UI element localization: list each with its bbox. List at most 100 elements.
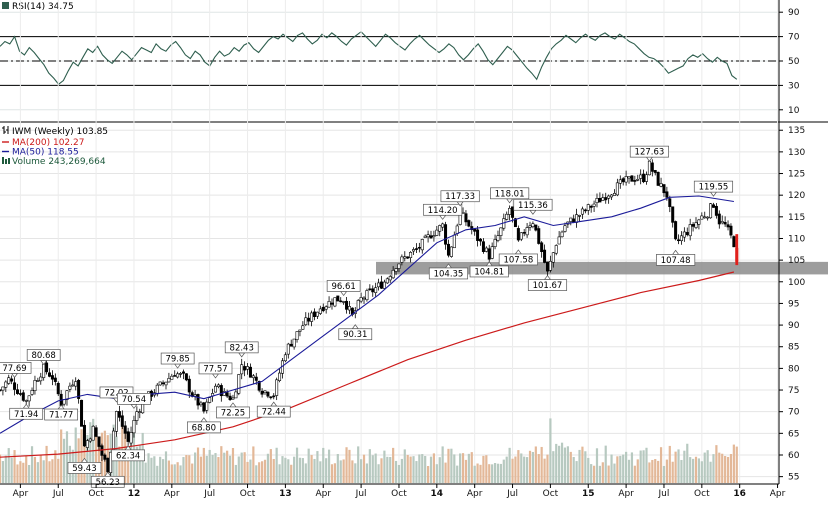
volume-bar (144, 462, 147, 483)
callout-box (428, 267, 469, 280)
candle-body (356, 300, 360, 310)
volume-bar (424, 455, 427, 483)
callout-box (629, 145, 669, 158)
candle-body (711, 204, 715, 208)
candle-body (429, 235, 433, 239)
candle-body (633, 180, 637, 182)
candle-body (694, 222, 698, 228)
candle-body (114, 411, 118, 432)
candle-body (27, 395, 31, 402)
candle-body (449, 246, 453, 257)
candle-body (0, 389, 2, 392)
candle-body (595, 198, 599, 204)
candle-body (278, 372, 282, 381)
volume-bar (223, 452, 226, 483)
volume-bar (354, 463, 357, 483)
volume-bar (351, 460, 354, 483)
rsi-y-tick-label: 10 (788, 106, 800, 116)
volume-bar (339, 460, 342, 483)
candle-body (671, 206, 675, 223)
volume-bar (415, 461, 418, 483)
volume-bar (226, 450, 229, 483)
volume-bar (182, 457, 185, 483)
callout-label: 77.69 (2, 364, 26, 374)
candle-body (557, 236, 561, 245)
volume-bar (129, 442, 133, 483)
volume-bar (392, 447, 395, 483)
candle-body (231, 397, 235, 400)
volume-bar (179, 465, 182, 483)
candle-body (467, 220, 471, 227)
price-y-tick-label: 60 (788, 451, 800, 461)
volume-bar (196, 447, 200, 483)
legend-swatch (2, 157, 4, 164)
volume-bar (508, 447, 511, 483)
volume-bar (467, 453, 470, 483)
callout-box (99, 386, 134, 399)
callout-label: 72.44 (262, 408, 286, 418)
candle-body (80, 399, 84, 427)
candle-body (677, 239, 681, 242)
volume-bar (537, 454, 540, 483)
volume-bar (683, 450, 686, 483)
callout-label: 107.58 (503, 255, 533, 265)
price-callout: 104.35 (428, 263, 469, 280)
volume-bar (173, 464, 176, 483)
volume-bar (138, 445, 141, 483)
volume-bar (42, 460, 45, 483)
price-callout: 117.33 (440, 190, 480, 207)
volume-bar (552, 451, 555, 483)
volume-bar (520, 453, 523, 483)
price-callout: 115.36 (513, 198, 553, 215)
candle-body (679, 235, 683, 242)
candle-body (644, 174, 648, 182)
candle-body (117, 411, 121, 418)
volume-bar (48, 461, 51, 483)
volume-bar (549, 418, 552, 483)
callout-label: 104.81 (474, 267, 504, 277)
candle-body (88, 438, 92, 442)
rsi-label: RSI(14) (12, 2, 45, 12)
candle-body (612, 193, 616, 196)
volume-bar (170, 464, 173, 483)
candle-body (30, 390, 34, 395)
candle-body (289, 343, 293, 347)
candle-body (444, 224, 448, 245)
volume-bar (703, 452, 706, 483)
candle-body (362, 297, 366, 300)
candle-body (243, 366, 247, 371)
candle-body (82, 424, 86, 447)
candle-body (196, 394, 200, 406)
candle-body (388, 276, 392, 281)
callout-label: 80.68 (32, 351, 56, 361)
candle-body (48, 372, 52, 377)
volume-bar (700, 461, 703, 483)
candle-body (324, 306, 328, 310)
candle-body (301, 325, 305, 330)
candle-body (106, 457, 110, 473)
candle-body (446, 243, 450, 256)
callout-label: 107.48 (661, 256, 691, 266)
candle-body (310, 312, 314, 322)
volume-bar (365, 463, 369, 483)
callout-label: 101.67 (533, 281, 563, 291)
candle-body (158, 381, 162, 386)
x-tick-label: Oct (543, 489, 559, 499)
volume-bar (228, 455, 232, 483)
volume-bar (581, 446, 584, 483)
volume-bar (636, 459, 639, 483)
rsi-line (0, 30, 738, 85)
volume-bar (697, 458, 701, 483)
candle-body (642, 173, 646, 183)
candle-body (580, 208, 584, 215)
rsi-legend-swatch (2, 2, 9, 9)
volume-bar (485, 455, 488, 483)
callout-label: 119.55 (699, 183, 729, 193)
candle-body (103, 454, 107, 460)
volume-bar (394, 460, 398, 483)
candle-body (432, 235, 436, 238)
volume-bar (517, 450, 520, 483)
price-callout: 119.55 (693, 180, 734, 197)
volume-bar (715, 445, 718, 483)
